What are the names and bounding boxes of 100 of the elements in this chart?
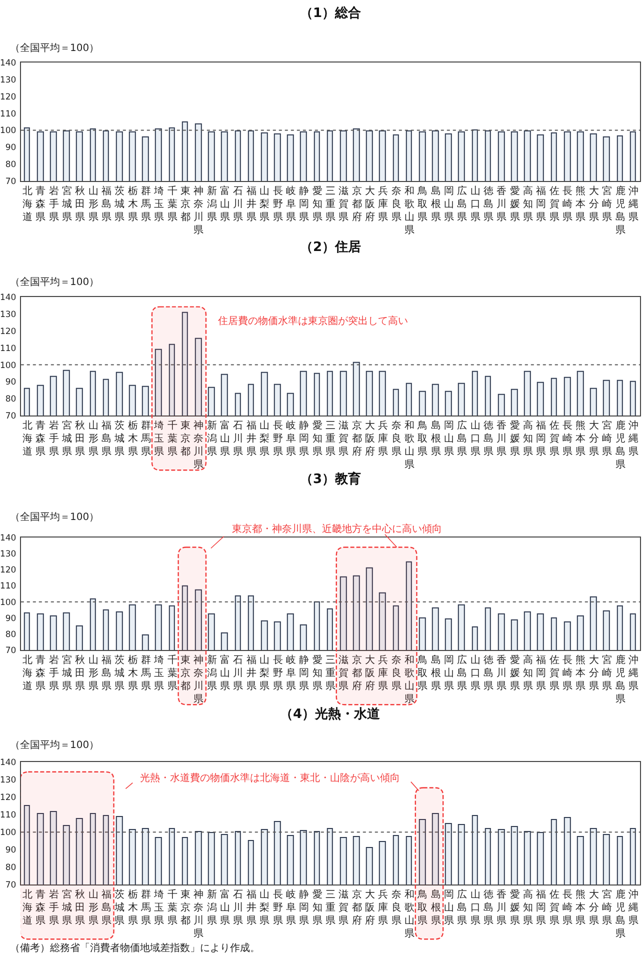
x-tick-label: 北海道	[22, 420, 32, 458]
x-tick-label: 沖縄県	[627, 185, 638, 224]
x-tick-label: 山梨県	[260, 888, 270, 927]
x-tick-label: 東京都	[180, 888, 191, 927]
x-tick-label: 千葉県	[167, 888, 178, 927]
x-tick-label: 岡山県	[444, 655, 454, 692]
x-tick-label: 富山県	[220, 420, 230, 458]
chart-title: （2）住居	[300, 240, 362, 255]
x-tick-label: 岐阜県	[286, 185, 296, 224]
y-tick-label: 140	[0, 292, 16, 303]
x-tick-label: 宮崎県	[602, 185, 612, 224]
x-tick-label: 茨城県	[114, 888, 125, 927]
x-tick-label: 愛媛県	[510, 888, 520, 927]
x-tick-label: 岩手県	[48, 420, 59, 458]
x-tick-label: 岡山県	[444, 186, 454, 224]
x-tick-label: 鳥取県	[416, 420, 428, 458]
x-tick-label: 鳥取県	[416, 654, 428, 692]
x-tick-label: 山形県	[88, 420, 98, 458]
x-tick-label: 高知県	[523, 420, 534, 458]
x-tick-label: 山形県	[88, 888, 98, 927]
x-tick-label: 山口県	[470, 420, 480, 458]
y-tick-label: 80	[5, 160, 16, 170]
x-tick-label: 和歌山県	[404, 185, 414, 236]
x-tick-label: 秋田県	[75, 420, 86, 458]
x-tick-label: 奈良県	[391, 890, 402, 927]
x-tick-label: 新潟県	[206, 888, 217, 927]
x-tick-label: 愛知県	[312, 888, 322, 927]
x-tick-label: 静岡県	[299, 420, 310, 458]
y-tick-label: 100	[0, 598, 16, 608]
y-tick-label: 140	[0, 533, 16, 544]
x-tick-label: 徳島県	[484, 655, 494, 692]
chart-title: （1）総合	[300, 5, 362, 21]
x-tick-label: 山形県	[88, 654, 98, 692]
x-tick-label: 宮城県	[60, 420, 72, 458]
y-tick-label: 90	[5, 378, 16, 388]
x-tick-label: 島根県	[430, 888, 441, 927]
x-tick-label: 熊本県	[576, 185, 586, 224]
x-tick-label: 大分県	[588, 185, 599, 224]
x-tick-label: 鹿児島県	[615, 888, 626, 940]
y-axis-title: （全国平均＝100）	[10, 739, 100, 751]
x-tick-label: 福井県	[246, 420, 256, 458]
band-label: 光熱・水道費の物価水準は北海道・東北・山陰が高い傾向	[140, 772, 400, 784]
x-tick-label: 佐賀県	[549, 420, 560, 458]
x-tick-label: 群馬県	[140, 420, 152, 458]
x-tick-label: 山梨県	[260, 185, 270, 224]
y-tick-label: 140	[0, 758, 16, 768]
x-tick-label: 福島県	[102, 185, 112, 224]
x-tick-label: 三重県	[325, 186, 336, 224]
x-tick-label: 島根県	[430, 420, 441, 458]
x-tick-label: 静岡県	[299, 185, 310, 224]
x-tick-label: 埼玉県	[153, 654, 164, 692]
x-tick-label: 長野県	[272, 420, 283, 458]
x-tick-label: 滋賀県	[338, 420, 349, 458]
x-tick-label: 島根県	[430, 654, 441, 692]
x-tick-label: 岡山県	[444, 890, 454, 927]
x-tick-label: 千葉県	[167, 420, 178, 458]
x-tick-label: 広島県	[457, 888, 468, 927]
x-tick-label: 埼玉県	[153, 888, 164, 927]
x-tick-label: 兵庫県	[378, 185, 388, 224]
y-tick-label: 90	[5, 614, 16, 624]
x-tick-label: 滋賀県	[338, 185, 349, 224]
x-tick-label: 岐阜県	[286, 420, 296, 458]
x-tick-label: 鹿児島県	[615, 654, 626, 706]
x-tick-label: 愛知県	[312, 185, 322, 224]
x-tick-label: 富山県	[220, 888, 230, 927]
x-tick-label: 徳島県	[484, 890, 494, 927]
x-tick-label: 石川県	[233, 420, 244, 458]
x-tick-label: 長崎県	[562, 890, 573, 927]
x-tick-label: 北海道	[22, 185, 32, 224]
x-tick-label: 茨城県	[114, 420, 125, 458]
x-tick-label: 京都府	[352, 420, 362, 458]
x-tick-label: 高知県	[523, 888, 534, 927]
band-label: 東京都・神奈川県、近畿地方を中心に高い傾向	[232, 523, 442, 535]
x-tick-label: 香川県	[496, 185, 507, 224]
x-tick-label: 山梨県	[260, 420, 270, 458]
band-label: 住居費の物価水準は東京圏が突出して高い	[218, 315, 408, 327]
x-tick-label: 大阪府	[364, 185, 375, 224]
x-tick-label: 千葉県	[167, 654, 178, 692]
x-tick-label: 福井県	[246, 654, 256, 692]
x-tick-label: 和歌山県	[404, 888, 414, 940]
x-tick-label: 山梨県	[260, 654, 270, 692]
x-tick-label: 沖縄県	[627, 654, 638, 692]
y-tick-label: 130	[0, 75, 16, 86]
x-tick-label: 青森県	[36, 185, 46, 224]
x-tick-label: 山口県	[470, 654, 480, 692]
y-tick-label: 100	[0, 126, 16, 136]
x-tick-label: 山口県	[470, 185, 480, 224]
x-tick-label: 奈良県	[391, 186, 402, 224]
x-tick-label: 岩手県	[48, 185, 59, 224]
text: （備考）総務省「消費者物価地域差指数」により作成。	[10, 942, 260, 954]
x-tick-label: 石川県	[233, 890, 244, 927]
x-tick-label: 岐阜県	[286, 888, 296, 927]
x-tick-label: 長崎県	[562, 655, 573, 692]
chart-title: （4）光熱・水道	[280, 706, 382, 722]
x-tick-label: 愛媛県	[510, 185, 520, 224]
x-tick-label: 京都府	[352, 654, 362, 692]
x-tick-label: 和歌山県	[404, 420, 414, 471]
x-tick-label: 大分県	[588, 888, 599, 927]
x-tick-label: 福岡県	[536, 654, 546, 692]
x-tick-label: 茨城県	[114, 185, 125, 224]
